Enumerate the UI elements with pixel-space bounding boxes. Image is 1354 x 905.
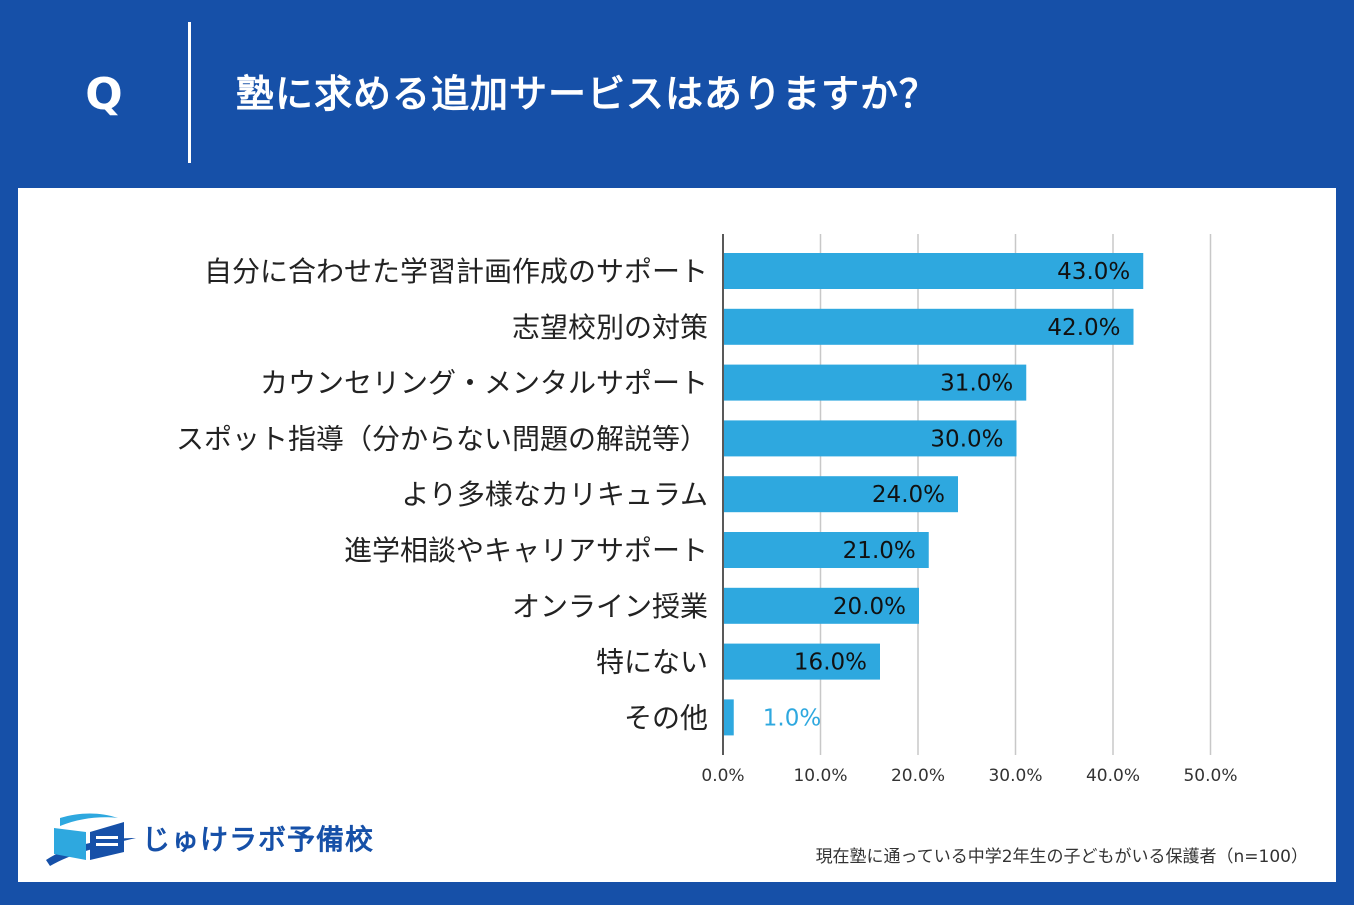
- bar: [724, 308, 1134, 345]
- category-label: より多様なカリキュラム: [401, 478, 708, 511]
- category-label: 特にない: [596, 646, 708, 679]
- category-label: 進学相談やキャリアサポート: [344, 534, 708, 567]
- x-tick-label: 40.0%: [1086, 766, 1140, 786]
- category-label: オンライン授業: [512, 590, 708, 623]
- category-label: 自分に合わせた学習計画作成のサポート: [204, 255, 708, 288]
- data-label: 21.0%: [843, 538, 916, 564]
- category-label: カウンセリング・メンタルサポート: [260, 367, 708, 400]
- open-book-icon: [46, 813, 136, 866]
- category-label: 志望校別の対策: [512, 311, 708, 344]
- data-label: 1.0%: [763, 705, 821, 731]
- footnote: 現在塾に通っている中学2年生の子どもがいる保護者（n=100）: [815, 847, 1308, 867]
- bar: [724, 253, 1144, 289]
- brand-name: じゅけラボ予備校: [142, 823, 375, 856]
- data-label: 30.0%: [930, 426, 1003, 452]
- category-label: スポット指導（分からない問題の解説等）: [176, 422, 708, 455]
- x-tick-label: 0.0%: [701, 766, 744, 786]
- x-tick-label: 30.0%: [988, 766, 1042, 786]
- bar: [724, 420, 1017, 457]
- bar-chart: 0.0% 10.0% 20.0% 30.0% 40.0% 50.0% 自分に合わせた学習計画…: [176, 234, 1238, 786]
- data-label: 20.0%: [833, 594, 906, 620]
- header: Q 塾に求める追加サービスはありますか？: [0, 0, 1354, 188]
- header-divider: [188, 22, 191, 163]
- data-label: 24.0%: [872, 482, 945, 508]
- data-label: 42.0%: [1047, 315, 1120, 341]
- bar: [724, 643, 880, 680]
- brand-logo: じゅけラボ予備校: [40, 808, 380, 868]
- bar: [724, 476, 958, 513]
- data-label: 31.0%: [940, 371, 1013, 397]
- data-label: 43.0%: [1057, 259, 1130, 285]
- bar: [724, 699, 734, 736]
- bar: [724, 587, 919, 624]
- chart-panel: 0.0% 10.0% 20.0% 30.0% 40.0% 50.0% 自分に合わせた学習計画…: [18, 188, 1336, 882]
- category-label: その他: [624, 701, 708, 734]
- question-marker: Q: [85, 69, 123, 120]
- bar: [724, 532, 929, 568]
- question-title: 塾に求める追加サービスはありますか？: [236, 72, 939, 116]
- bar: [724, 364, 1027, 401]
- data-label: 16.0%: [794, 650, 867, 676]
- x-tick-label: 50.0%: [1183, 766, 1237, 786]
- x-tick-label: 10.0%: [793, 766, 847, 786]
- x-tick-label: 20.0%: [891, 766, 945, 786]
